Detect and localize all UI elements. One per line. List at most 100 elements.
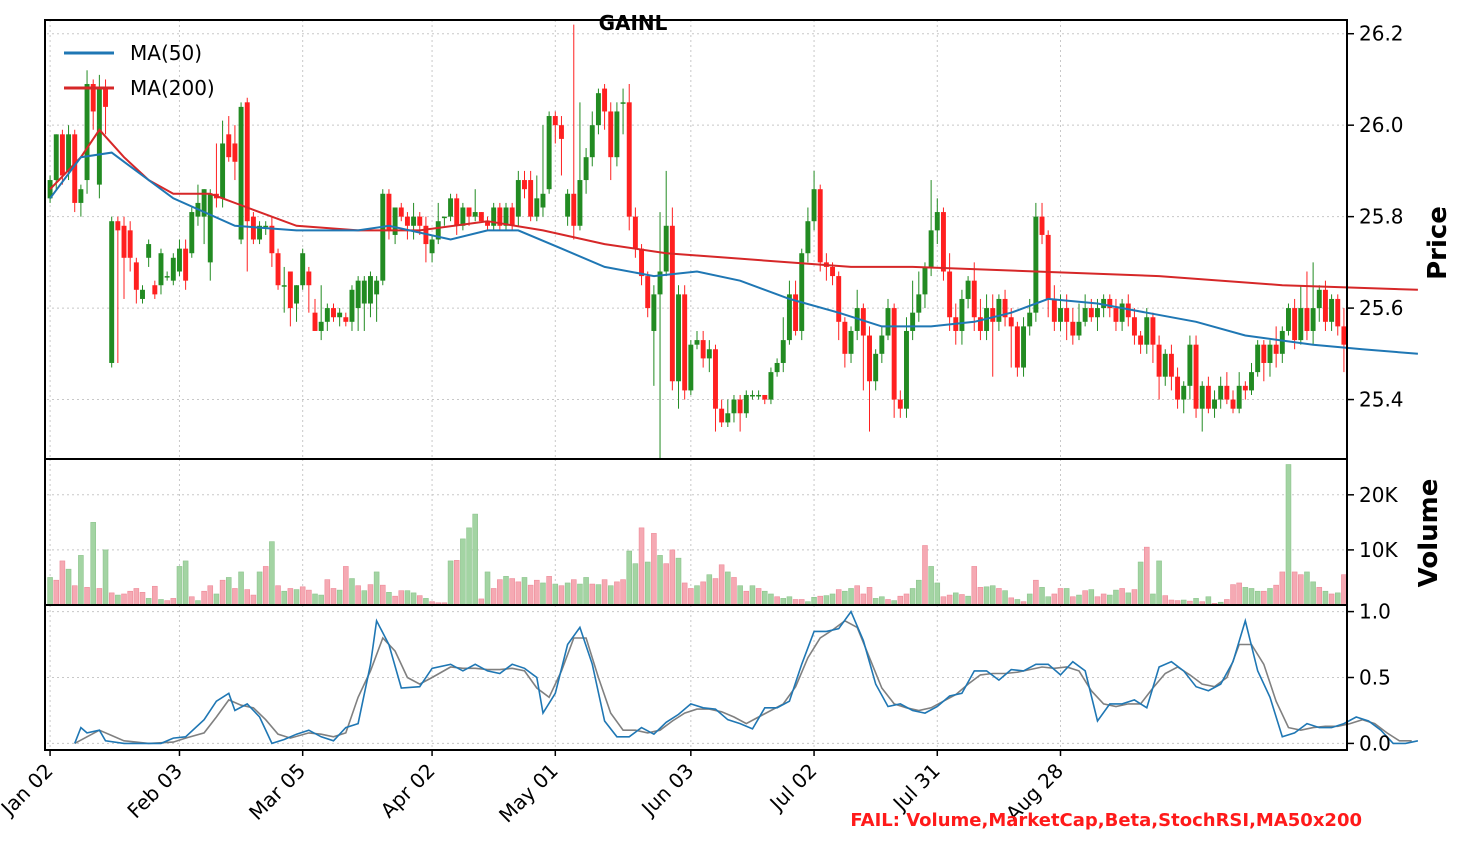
volume-bar xyxy=(817,595,823,606)
candle-body xyxy=(774,362,780,373)
candle-body xyxy=(1045,234,1051,299)
volume-bar xyxy=(1100,593,1107,606)
volume-bar xyxy=(497,579,503,606)
volume-bar xyxy=(688,588,694,606)
candle-body xyxy=(1236,385,1242,409)
candle-body xyxy=(873,353,879,382)
candle-body xyxy=(682,294,688,391)
volume-bar xyxy=(607,585,614,606)
volume-bar xyxy=(675,557,682,606)
y-tick-label: 1.0 xyxy=(1359,600,1391,624)
candle-body xyxy=(1322,289,1328,322)
candle-body xyxy=(460,207,466,226)
volume-bar xyxy=(84,587,90,606)
candle-body xyxy=(725,413,731,423)
candle-body xyxy=(503,207,509,226)
candle-body xyxy=(719,408,725,423)
candle-body xyxy=(287,271,293,309)
candle-body xyxy=(257,225,263,240)
volume-bar xyxy=(1039,587,1045,606)
candle-body xyxy=(164,276,170,278)
volume-bar xyxy=(1328,593,1335,606)
volume-bar xyxy=(336,589,343,606)
volume-bar xyxy=(398,590,405,606)
candle-body xyxy=(1212,399,1217,409)
candle-body xyxy=(756,394,762,397)
volume-bar xyxy=(330,588,337,606)
candle-body xyxy=(1051,298,1057,322)
volume-bar xyxy=(1125,592,1132,606)
volume-bar xyxy=(651,533,657,606)
candle-body xyxy=(1144,317,1150,345)
candle-body xyxy=(768,372,774,400)
volume-bar xyxy=(189,596,195,606)
volume-bar xyxy=(1162,595,1169,606)
y-tick-label: 10K xyxy=(1359,538,1398,562)
candle-body xyxy=(1095,308,1100,318)
ma50-line xyxy=(49,151,1418,355)
candle-body xyxy=(275,253,281,286)
volume-bar xyxy=(1254,590,1261,606)
volume-bar xyxy=(367,584,374,606)
candle-body xyxy=(380,193,386,281)
candle-body xyxy=(478,212,484,222)
volume-bar xyxy=(1334,592,1341,606)
stoch-d-line xyxy=(74,619,1412,745)
candle-body xyxy=(103,88,108,107)
volume-bar xyxy=(59,560,66,606)
candle-body xyxy=(540,193,546,208)
volume-bar xyxy=(355,585,361,606)
legend-ma50-label: MA(50) xyxy=(130,41,202,65)
volume-bar xyxy=(829,593,836,606)
candle-body xyxy=(1267,344,1273,363)
candle-body xyxy=(441,216,447,219)
candle-body xyxy=(398,207,404,217)
candle-body xyxy=(374,280,380,295)
volume-bar xyxy=(1088,589,1095,606)
volume-bar xyxy=(244,589,251,606)
candle-body xyxy=(306,271,312,286)
candle-body xyxy=(435,221,441,240)
volume-bar xyxy=(601,579,608,606)
candle-body xyxy=(1156,344,1162,377)
volume-bar xyxy=(1045,596,1051,606)
candle-body xyxy=(663,225,669,272)
candle-body xyxy=(1027,312,1033,327)
candle-body xyxy=(509,207,515,226)
x-tick-label: Feb 03 xyxy=(122,759,187,824)
candle-body xyxy=(1286,308,1291,331)
candle-body xyxy=(232,143,238,162)
candle-body xyxy=(367,276,373,304)
candle-body xyxy=(793,294,799,331)
price-gridlines xyxy=(47,20,1347,459)
candle-body xyxy=(830,266,836,277)
volume-bar xyxy=(503,576,509,606)
volume-bar xyxy=(552,583,559,606)
candle-body xyxy=(1125,303,1131,318)
candle-body xyxy=(269,225,275,254)
candle-body xyxy=(281,285,287,287)
volume-bar xyxy=(946,594,953,606)
volume-bar xyxy=(90,522,96,606)
candle-body xyxy=(1255,344,1261,373)
candle-body xyxy=(867,335,872,382)
y-tick-label: 25.8 xyxy=(1359,205,1404,229)
x-tick-label: Jul 02 xyxy=(764,759,822,817)
candle-body xyxy=(1341,326,1347,345)
volume-bar xyxy=(1322,590,1329,606)
candle-body xyxy=(411,216,417,226)
candle-body xyxy=(263,225,269,228)
candle-body xyxy=(1261,344,1267,363)
volume-bar xyxy=(669,549,676,606)
candle-body xyxy=(1162,353,1168,377)
volume-bar xyxy=(638,527,645,606)
volume-bar xyxy=(1205,596,1212,606)
candle-body xyxy=(1070,321,1076,336)
candle-body xyxy=(497,207,503,226)
volume-bar xyxy=(416,595,423,606)
volume-bar xyxy=(1304,571,1310,606)
candle-body xyxy=(657,271,663,295)
candle-body xyxy=(583,157,589,181)
volume-bar xyxy=(1273,584,1279,606)
volume-bar xyxy=(96,588,103,606)
